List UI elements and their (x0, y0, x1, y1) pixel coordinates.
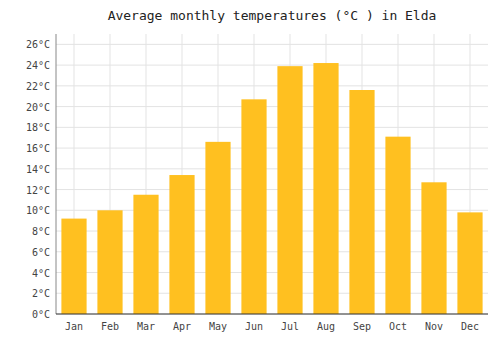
x-tick-label: Oct (389, 321, 407, 332)
x-tick-label: Feb (101, 321, 119, 332)
y-axis-line (56, 34, 57, 314)
y-tick-label: 12°C (26, 185, 50, 196)
x-tick-label: Aug (317, 321, 335, 332)
x-tick-label: May (209, 321, 227, 332)
grid (56, 34, 488, 314)
y-tick-label: 22°C (26, 81, 50, 92)
y-tick-label: 8°C (32, 226, 50, 237)
bar (313, 63, 338, 314)
y-grid-line (56, 168, 488, 169)
y-grid-line (56, 65, 488, 66)
x-tick-label: Mar (137, 321, 155, 332)
y-grid-line (56, 44, 488, 45)
x-axis-line (56, 314, 488, 315)
y-tick-label: 20°C (26, 102, 50, 113)
y-grid-line (56, 106, 488, 107)
bar (457, 212, 482, 314)
x-tick-label: Nov (425, 321, 443, 332)
x-tick-label: Apr (173, 321, 191, 332)
y-tick-label: 26°C (26, 39, 50, 50)
y-tick-label: 4°C (32, 268, 50, 279)
bar (385, 137, 410, 314)
bar (421, 182, 446, 314)
bars (61, 63, 482, 314)
y-tick-label: 6°C (32, 247, 50, 258)
bar (349, 90, 374, 314)
bar (241, 99, 266, 314)
y-grid-line (56, 148, 488, 149)
title: Average monthly temperatures (°C ) in El… (108, 8, 437, 23)
x-tick-label: Jul (281, 321, 299, 332)
bar (205, 142, 230, 314)
x-tick-label: Sep (353, 321, 371, 332)
x-tick-label: Jan (65, 321, 83, 332)
axes: 0°C 2°C 4°C 6°C 8°C 10°C 12°C 14°C 16°C 18°C 20°C 2… (26, 39, 479, 332)
y-tick-label: 24°C (26, 60, 50, 71)
y-grid-line (56, 314, 488, 315)
y-tick-label: 0°C (32, 309, 50, 320)
y-grid-line (56, 85, 488, 86)
bar (61, 219, 86, 314)
y-grid-line (56, 127, 488, 128)
chart: Average monthly temperatures (°C ) in El… (0, 0, 500, 350)
y-tick-label: 2°C (32, 288, 50, 299)
y-tick-label: 14°C (26, 164, 50, 175)
bar (169, 175, 194, 314)
y-tick-label: 18°C (26, 122, 50, 133)
bar (133, 195, 158, 314)
y-tick-label: 10°C (26, 205, 50, 216)
bar (277, 66, 302, 314)
y-tick-label: 16°C (26, 143, 50, 154)
x-tick-label: Jun (245, 321, 263, 332)
x-tick-label: Dec (461, 321, 479, 332)
bar (97, 210, 122, 314)
